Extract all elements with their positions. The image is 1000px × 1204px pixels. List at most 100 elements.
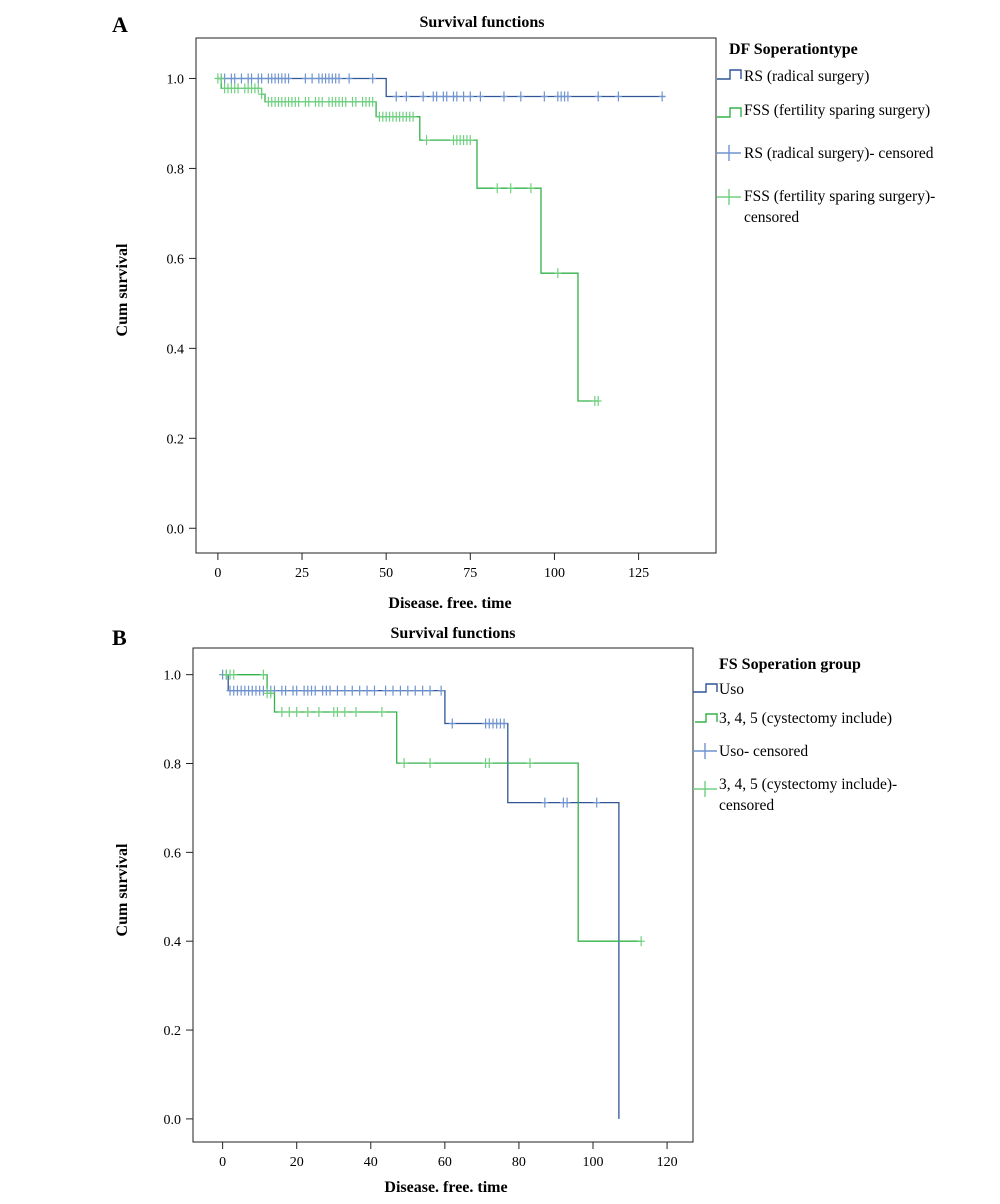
legend-swatch-rs-censored (717, 145, 741, 161)
censor-mark (378, 706, 386, 717)
y-tick-label: 1.0 (164, 669, 182, 684)
panel-b-plot-area (219, 669, 645, 1119)
y-tick-label: 0.4 (164, 935, 182, 950)
censor-mark (419, 91, 427, 102)
censor-mark (594, 91, 602, 102)
legend-label-rs: RS (radical surgery) (744, 68, 869, 85)
x-tick-label: 125 (628, 566, 649, 581)
y-tick-label: 0.0 (164, 1113, 182, 1128)
panel-a-legend-title: DF Soperationtype (729, 41, 858, 58)
censor-mark (363, 685, 371, 696)
censor-mark (333, 685, 341, 696)
censor-mark (402, 91, 410, 102)
censor-mark (453, 91, 461, 102)
x-tick-label: 120 (657, 1155, 678, 1170)
legend-label-cystectomy-censored-line2: censored (719, 797, 774, 814)
legend-label-uso: Uso (719, 681, 744, 698)
censor-mark (564, 91, 572, 102)
censor-mark (230, 669, 238, 680)
censor-mark (352, 96, 360, 107)
censor-mark (267, 688, 275, 699)
censor-mark (426, 758, 434, 769)
y-tick-label: 0.0 (167, 522, 185, 537)
panel-a-title: Survival functions (420, 14, 545, 31)
panel-b-legend-title: FS Soperation group (719, 656, 861, 673)
panel-b-letter: B (112, 625, 127, 650)
censor-mark (315, 706, 323, 717)
censor-mark (423, 135, 431, 146)
censor-mark (554, 268, 562, 279)
legend-swatch-uso-censored (693, 743, 717, 759)
x-tick-label: 40 (364, 1155, 378, 1170)
censor-mark (335, 73, 343, 84)
legend-label-cystectomy-censored-line1: 3, 4, 5 (cystectomy include)- (719, 776, 897, 793)
x-tick-label: 20 (290, 1155, 304, 1170)
legend-label-fss-censored-line2: censored (744, 209, 799, 226)
panel-a-legend: DF Soperationtype RS (radical surgery) F… (717, 41, 935, 226)
legend-label-fss-censored-line1: FSS (fertility sparing surgery)- (744, 188, 935, 205)
censor-mark (382, 685, 390, 696)
censor-mark (594, 395, 602, 406)
censor-mark (426, 685, 434, 696)
censor-mark (500, 718, 508, 729)
panel-a: A Survival functions 0.00.20.40.60.81.0 … (112, 12, 935, 612)
panel-a-x-axis: 0 25 50 75 100 125 (214, 553, 649, 581)
censor-mark (341, 706, 349, 717)
panel-b-legend: FS Soperation group Uso 3, 4, 5 (cystect… (693, 656, 897, 814)
censor-mark (356, 685, 364, 696)
legend-label-fss: FSS (fertility sparing surgery) (744, 102, 930, 119)
legend-swatch-rs (717, 69, 742, 80)
censor-mark (293, 685, 301, 696)
legend-label-cystectomy: 3, 4, 5 (cystectomy include) (719, 710, 892, 727)
legend-swatch-uso (693, 683, 718, 693)
censor-mark (433, 91, 441, 102)
censor-mark (259, 669, 267, 680)
panel-b: B Survival functions 0.00.20.40.60.81.0 … (112, 625, 897, 1196)
survival-curve-2 (217, 77, 599, 402)
censor-mark (285, 706, 293, 717)
y-tick-label: 0.2 (167, 432, 185, 447)
censor-mark (282, 685, 290, 696)
survival-curve-1 (222, 674, 620, 1119)
x-tick-label: 25 (295, 566, 309, 581)
censor-mark (278, 706, 286, 717)
y-tick-label: 0.6 (164, 846, 182, 861)
censor-mark (541, 797, 549, 808)
censor-mark (333, 706, 341, 717)
censor-mark (234, 83, 242, 94)
censor-mark (400, 758, 408, 769)
panel-b-y-axis: 0.0 0.2 0.4 0.6 0.8 1.0 (164, 669, 193, 1128)
censor-mark (526, 758, 534, 769)
censor-mark (409, 111, 417, 122)
censor-mark (254, 83, 262, 94)
censor-mark (305, 96, 313, 107)
censor-mark (396, 685, 404, 696)
panel-a-x-axis-label: Disease. free. time (388, 595, 511, 612)
censor-mark (527, 183, 535, 194)
censor-mark (500, 91, 508, 102)
censor-mark (352, 706, 360, 717)
censor-mark (301, 73, 309, 84)
censor-mark (293, 706, 301, 717)
censor-mark (348, 685, 356, 696)
legend-swatch-cystectomy (695, 713, 718, 723)
legend-swatch-fss (717, 107, 742, 118)
x-tick-label: 60 (438, 1155, 452, 1170)
panel-a-letter: A (112, 12, 128, 37)
x-tick-label: 0 (214, 566, 221, 581)
y-tick-label: 0.4 (167, 342, 185, 357)
x-tick-label: 100 (544, 566, 565, 581)
censor-mark (248, 73, 256, 84)
x-tick-label: 75 (463, 566, 477, 581)
y-tick-label: 0.8 (167, 162, 185, 177)
censor-mark (460, 91, 468, 102)
panel-b-y-axis-label: Cum survival (114, 843, 131, 936)
censor-mark (389, 685, 397, 696)
censor-mark (448, 718, 456, 729)
legend-swatch-cystectomy-censored (693, 781, 717, 797)
censor-mark (258, 89, 266, 100)
censor-mark (658, 91, 666, 102)
censor-mark (370, 685, 378, 696)
panel-a-plot-area (214, 73, 666, 406)
